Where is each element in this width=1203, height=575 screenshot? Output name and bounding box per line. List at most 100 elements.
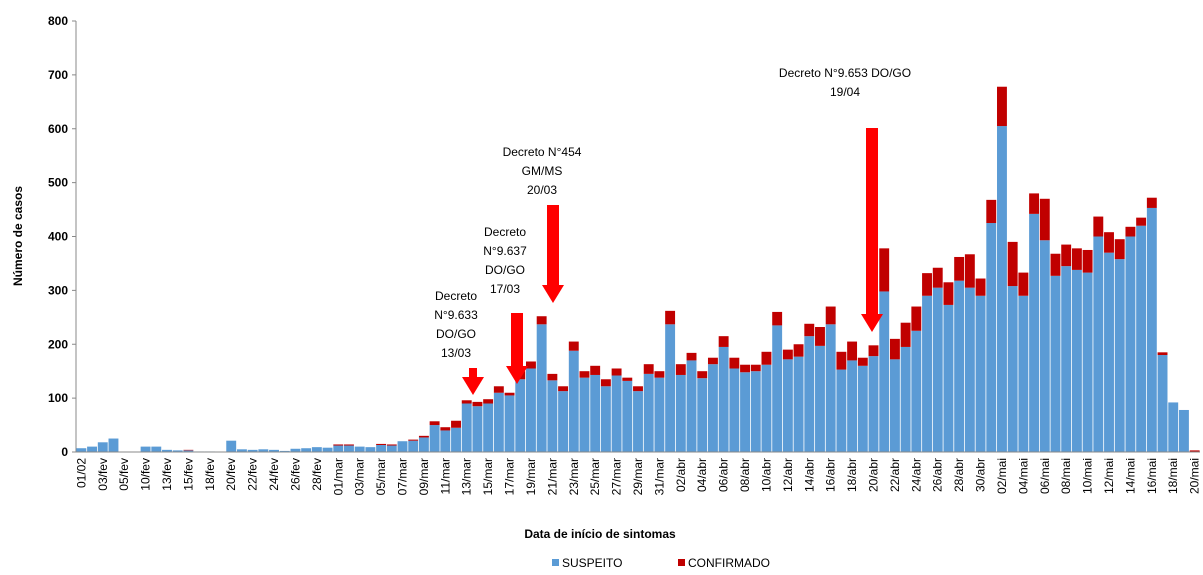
x-tick-label: 10/mai <box>1081 458 1095 494</box>
x-tick-label: 18/abr <box>845 458 859 492</box>
bar <box>547 373 558 381</box>
bar <box>986 223 997 452</box>
bar <box>558 386 569 392</box>
bar <box>322 447 333 452</box>
bar <box>301 448 312 452</box>
bar <box>964 287 975 452</box>
x-tick-label: 29/mar <box>631 458 645 495</box>
bar <box>922 273 932 296</box>
bar <box>1125 236 1136 452</box>
bar <box>932 267 943 288</box>
bar <box>729 357 740 369</box>
bar <box>333 445 344 452</box>
bar <box>761 364 772 452</box>
x-tick-label: 26/fev <box>288 458 302 491</box>
annotation-arrow <box>542 205 564 303</box>
bar <box>493 386 504 393</box>
bar <box>782 359 793 452</box>
bar <box>1039 240 1050 452</box>
bar <box>1039 198 1050 241</box>
bar <box>954 280 965 452</box>
bar <box>622 377 633 381</box>
bar <box>622 380 633 452</box>
annotation-arrow <box>462 368 484 395</box>
x-tick-label: 06/abr <box>717 458 731 492</box>
bar <box>408 440 419 452</box>
bar <box>536 324 547 452</box>
bar <box>493 392 504 452</box>
bar <box>793 344 804 357</box>
x-tick-label: 01/mar <box>331 458 345 495</box>
bar <box>440 427 451 431</box>
bar <box>654 371 665 378</box>
annotation-text: Decreto <box>435 289 477 303</box>
y-tick-label: 300 <box>48 283 68 297</box>
x-tick-label: 25/mar <box>588 458 602 495</box>
annotation-text: N°9.633 <box>434 308 478 322</box>
bar <box>611 368 622 376</box>
bar <box>183 449 194 451</box>
x-tick-label: 11/mar <box>438 458 452 494</box>
x-tick-label: 08/mai <box>1059 458 1073 494</box>
bar <box>408 439 419 441</box>
x-tick-label: 20/mai <box>1188 458 1202 494</box>
annotation-text: GM/MS <box>522 164 563 178</box>
bar <box>1093 236 1104 452</box>
bar <box>654 377 665 452</box>
bar <box>1093 216 1104 237</box>
bar <box>922 295 932 452</box>
annotation-arrow <box>506 313 528 384</box>
legend-label: CONFIRMADO <box>688 556 770 570</box>
bar <box>825 324 836 452</box>
bar <box>707 357 718 365</box>
x-tick-label: 08/abr <box>738 458 752 492</box>
bar <box>675 374 686 452</box>
bar <box>815 345 825 452</box>
x-tick-label: 01/02 <box>74 458 88 488</box>
x-tick-label: 14/mai <box>1123 458 1137 494</box>
y-tick-label: 200 <box>48 337 68 351</box>
bar <box>1007 241 1018 287</box>
bar <box>600 379 611 387</box>
x-tick-label: 15/fev <box>181 458 195 491</box>
x-tick-label: 03/mar <box>353 458 367 495</box>
bar <box>568 341 579 351</box>
bar <box>1157 352 1168 356</box>
bar <box>87 446 98 452</box>
bar <box>386 445 397 452</box>
bar <box>1050 275 1061 452</box>
bar <box>1136 225 1147 452</box>
x-tick-label: 14/abr <box>802 458 816 492</box>
bar <box>429 421 440 426</box>
x-tick-label: 10/fev <box>139 458 153 491</box>
x-tick-label: 05/fev <box>117 458 131 491</box>
bar <box>997 126 1007 453</box>
bar <box>451 427 461 452</box>
bar <box>236 449 247 452</box>
bar <box>611 375 622 452</box>
x-tick-label: 06/mai <box>1038 458 1052 494</box>
bar <box>1018 295 1029 452</box>
bar <box>1104 232 1114 253</box>
bar <box>440 430 451 452</box>
bar <box>665 324 676 452</box>
bar <box>943 282 954 305</box>
bar <box>183 450 194 452</box>
bar <box>643 373 654 452</box>
bar <box>1071 269 1082 452</box>
x-tick-label: 19/mar <box>524 458 538 495</box>
bar <box>793 356 804 452</box>
bar <box>868 356 879 452</box>
x-tick-label: 22/abr <box>888 458 902 492</box>
legend-label: SUSPEITO <box>562 556 622 570</box>
bar <box>140 446 151 452</box>
x-tick-label: 31/mar <box>652 458 666 495</box>
y-tick-label: 100 <box>48 391 68 405</box>
x-tick-label: 28/abr <box>952 458 966 492</box>
x-tick-label: 18/fev <box>203 458 217 491</box>
bar <box>590 365 601 375</box>
bar <box>718 336 729 347</box>
bar <box>836 369 847 452</box>
y-tick-label: 0 <box>61 445 68 459</box>
x-tick-label: 20/fev <box>224 458 238 491</box>
